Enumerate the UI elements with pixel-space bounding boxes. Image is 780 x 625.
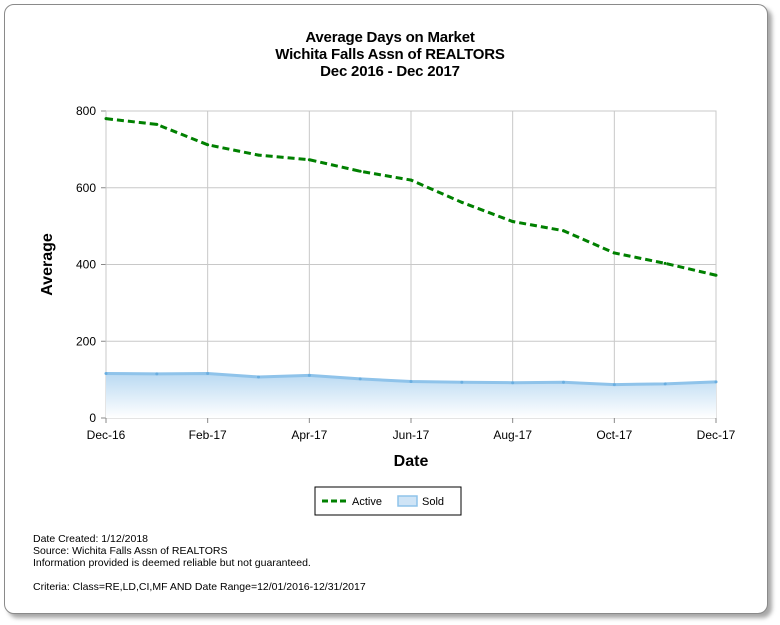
x-tick-label: Dec-17 — [697, 428, 736, 442]
active-point — [409, 178, 413, 182]
sold-point — [511, 381, 515, 385]
active-point — [155, 122, 159, 126]
sold-point — [307, 373, 311, 377]
legend-sold-label: Sold — [422, 496, 444, 508]
chart-date-range: Dec 2016 - Dec 2017 — [320, 63, 460, 80]
active-point — [104, 117, 108, 121]
sold-point — [460, 380, 464, 384]
active-point — [663, 261, 667, 265]
series-sold-area — [106, 373, 716, 418]
active-point — [511, 220, 515, 224]
x-tick-label: Jun-17 — [393, 428, 430, 442]
active-point — [257, 153, 260, 157]
active-point — [460, 200, 464, 204]
active-point — [714, 273, 718, 277]
x-tick-label: Feb-17 — [189, 428, 227, 442]
sold-point — [206, 371, 210, 375]
x-tick-label: Apr-17 — [291, 428, 327, 442]
y-tick-label: 800 — [76, 104, 96, 118]
sold-point — [612, 383, 616, 387]
active-point — [612, 251, 616, 255]
sold-point — [663, 382, 667, 386]
x-axis-label: Date — [394, 453, 429, 470]
chart-title: Average Days on Market — [305, 29, 475, 46]
active-point — [562, 229, 565, 233]
sold-point — [409, 380, 413, 384]
sold-point — [155, 372, 159, 376]
footer-source: Source: Wichita Falls Assn of REALTORS — [33, 545, 228, 557]
legend-sold-swatch — [397, 495, 418, 507]
sold-point — [358, 377, 362, 381]
sold-point — [257, 375, 260, 379]
y-tick-label: 200 — [76, 334, 96, 348]
y-tick-label: 600 — [76, 181, 96, 195]
x-tick-label: Oct-17 — [596, 428, 632, 442]
legend-active-label: Active — [352, 496, 382, 508]
footer-criteria: Criteria: Class=RE,LD,CI,MF AND Date Ran… — [33, 581, 366, 593]
legend-box — [314, 486, 462, 516]
footer-date-created: Date Created: 1/12/2018 — [33, 533, 148, 545]
active-point — [307, 158, 311, 162]
y-axis-label: Average — [39, 233, 56, 296]
sold-point — [562, 380, 565, 384]
x-tick-label: Dec-16 — [87, 428, 126, 442]
sold-point — [714, 380, 718, 384]
y-tick-label: 400 — [76, 258, 96, 272]
active-point — [358, 169, 362, 173]
y-tick-label: 0 — [89, 411, 96, 425]
sold-point — [104, 371, 108, 375]
active-point — [206, 143, 210, 147]
footer-disclaimer: Information provided is deemed reliable … — [33, 557, 311, 569]
chart-subtitle: Wichita Falls Assn of REALTORS — [275, 46, 505, 63]
x-tick-label: Aug-17 — [493, 428, 532, 442]
